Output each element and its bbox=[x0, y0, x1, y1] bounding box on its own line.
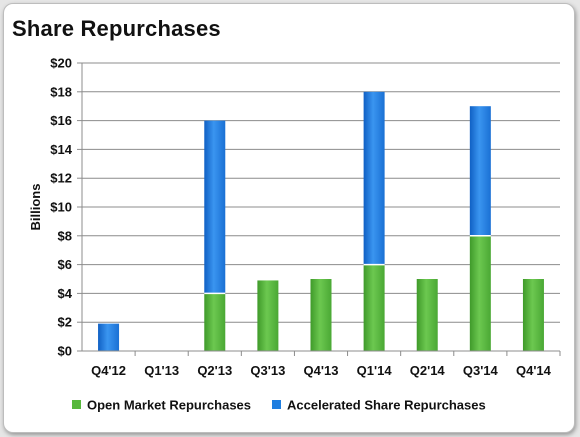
bar-fill bbox=[310, 279, 332, 351]
x-tick-label: Q3'14 bbox=[463, 363, 499, 378]
y-tick-label: $0 bbox=[58, 344, 72, 359]
y-tick-label: $18 bbox=[50, 84, 72, 99]
y-tick-label: $6 bbox=[58, 257, 72, 272]
bar-segment-open-market bbox=[469, 235, 491, 351]
x-tick-label: Q4'12 bbox=[91, 363, 126, 378]
x-tick-label: Q1'13 bbox=[144, 363, 179, 378]
y-tick-label: $2 bbox=[58, 315, 72, 330]
bar-segment-open-market bbox=[257, 280, 279, 351]
bar-segment-accelerated bbox=[469, 106, 491, 237]
chart-title: Share Repurchases bbox=[12, 16, 221, 41]
legend-label: Accelerated Share Repurchases bbox=[287, 398, 486, 413]
legend-item: Open Market Repurchases bbox=[72, 398, 251, 413]
x-tick-label: Q3'13 bbox=[250, 363, 285, 378]
legend-item: Accelerated Share Repurchases bbox=[272, 398, 486, 413]
bar-fill bbox=[204, 120, 226, 294]
y-tick-label: $10 bbox=[50, 200, 72, 215]
x-tick-label: Q4'14 bbox=[516, 363, 552, 378]
bar-segment-accelerated bbox=[98, 323, 120, 351]
legend-swatch bbox=[272, 400, 281, 409]
y-tick-label: $4 bbox=[58, 286, 73, 301]
bar-segment-accelerated bbox=[363, 91, 385, 266]
bar-fill bbox=[363, 91, 385, 265]
bar-fill bbox=[469, 235, 491, 351]
y-tick-label: $8 bbox=[58, 228, 72, 243]
y-tick-label: $16 bbox=[50, 113, 72, 128]
bar-fill bbox=[469, 106, 491, 236]
bar-segment-open-market bbox=[204, 293, 226, 351]
y-tick-label: $20 bbox=[50, 56, 72, 71]
bar-fill bbox=[257, 280, 279, 351]
x-tick-label: Q1'14 bbox=[357, 363, 393, 378]
bar-segment-open-market bbox=[310, 279, 332, 351]
y-axis-title: Billions bbox=[28, 184, 43, 231]
x-tick-label: Q2'13 bbox=[197, 363, 232, 378]
bar-fill bbox=[522, 279, 544, 351]
bar-segment-open-market bbox=[363, 264, 385, 351]
bar-segment-open-market bbox=[416, 279, 438, 351]
legend-label: Open Market Repurchases bbox=[87, 398, 251, 413]
legend-swatch bbox=[72, 400, 81, 409]
bar-fill bbox=[98, 323, 120, 351]
bar-segment-accelerated bbox=[204, 120, 226, 295]
bar-segment-open-market bbox=[522, 279, 544, 351]
y-tick-label: $14 bbox=[50, 142, 72, 157]
bar-fill bbox=[416, 279, 438, 351]
bar-fill bbox=[363, 264, 385, 351]
bar-fill bbox=[204, 293, 226, 351]
x-tick-label: Q4'13 bbox=[304, 363, 339, 378]
x-tick-label: Q2'14 bbox=[410, 363, 446, 378]
y-tick-label: $12 bbox=[50, 171, 72, 186]
